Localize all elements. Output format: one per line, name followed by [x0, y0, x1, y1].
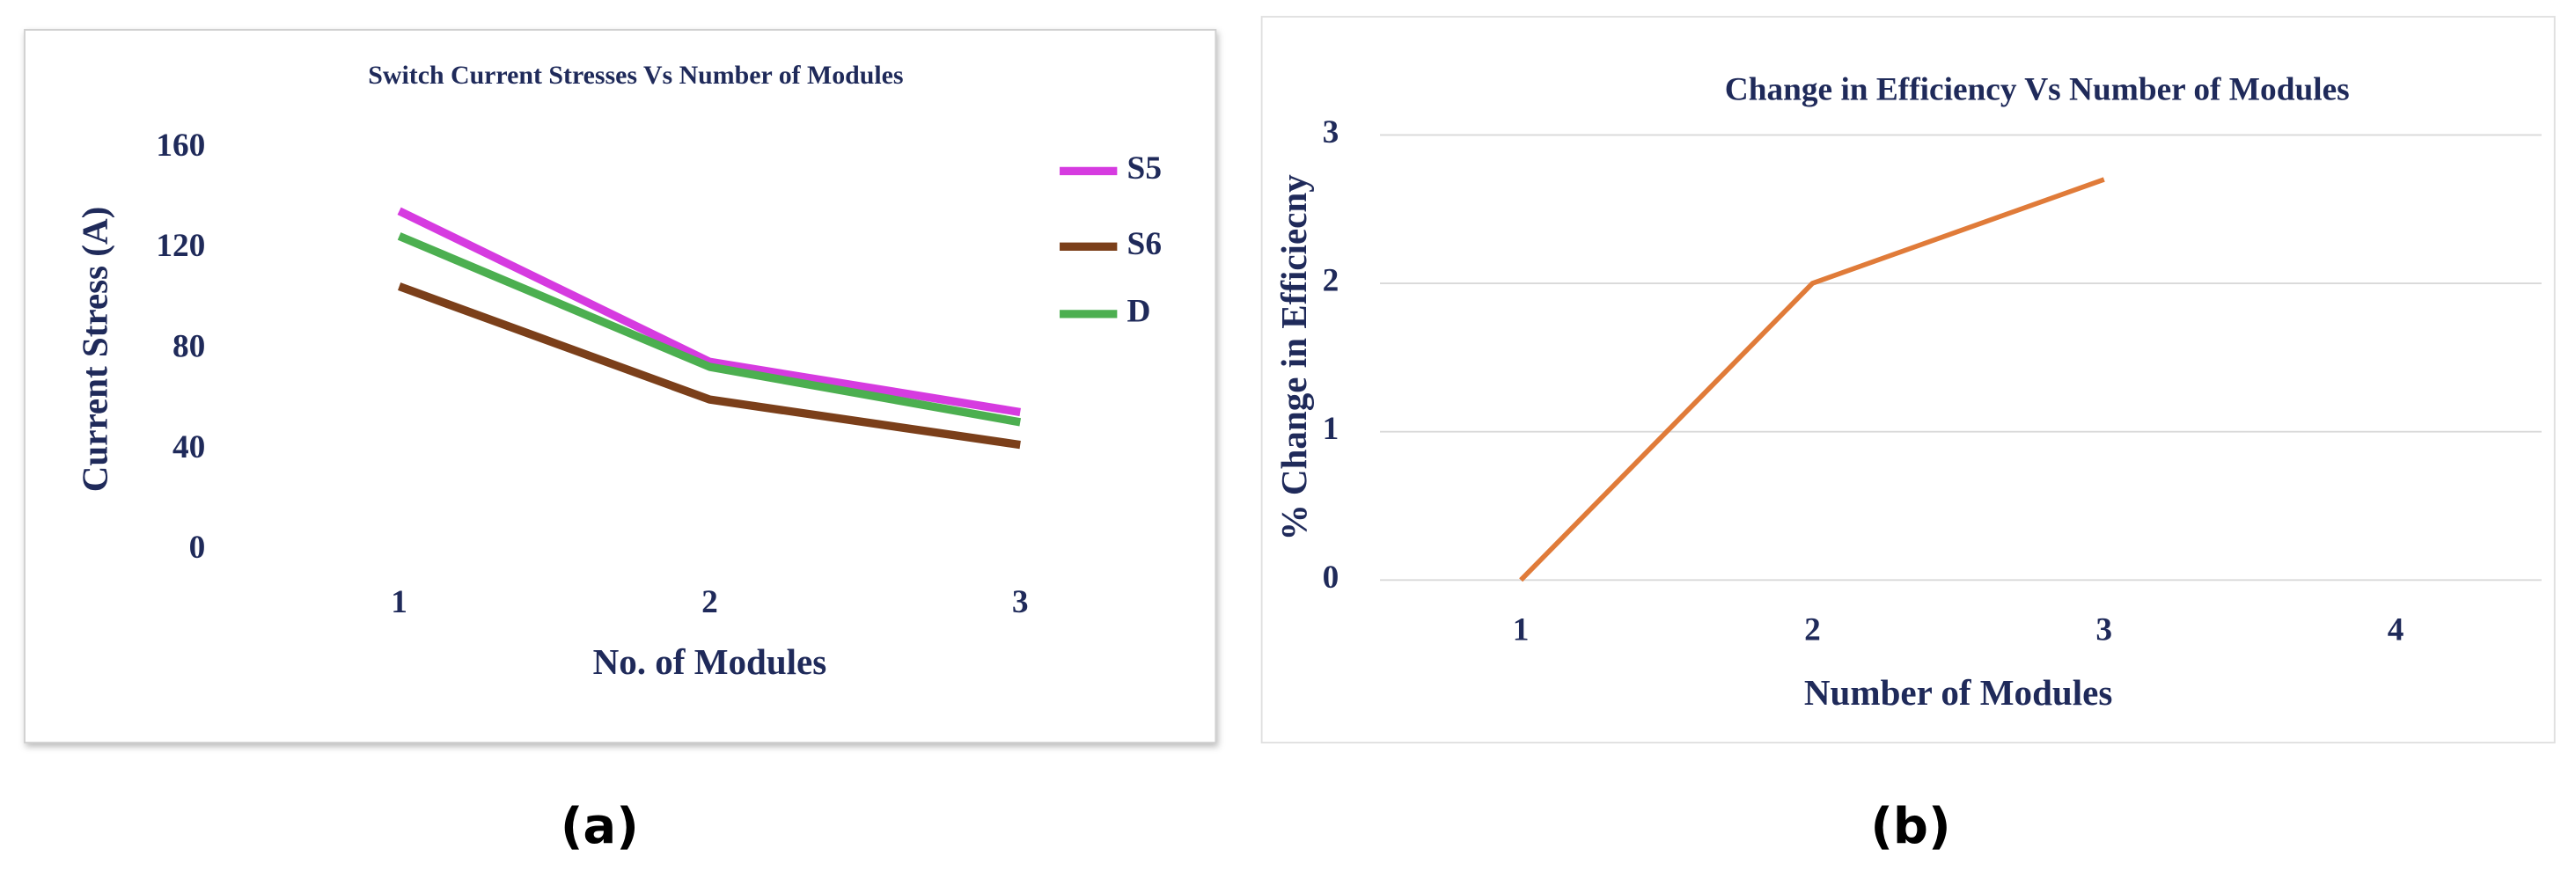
chart-title: Switch Current Stresses Vs Number of Mod… [368, 61, 903, 90]
y-tick-label: 80 [172, 329, 205, 365]
legend-label: S6 [1127, 226, 1162, 262]
data-line [398, 282, 1021, 450]
y-tick-label: 0 [1323, 560, 1339, 596]
x-tick-label: 3 [2095, 612, 2112, 648]
panel-a [24, 28, 1217, 744]
x-axis-label: No. of Modules [593, 641, 827, 682]
y-tick-label: 120 [156, 228, 205, 264]
legend-label: D [1127, 293, 1151, 329]
y-tick-label: 1 [1323, 411, 1339, 447]
y-tick-label: 40 [172, 429, 205, 465]
data-line [397, 232, 1022, 427]
x-tick-label: 2 [1804, 612, 1821, 648]
data-line [397, 207, 1021, 417]
panel-b [1260, 16, 2556, 744]
x-axis-label: Number of Modules [1804, 672, 2112, 713]
caption: (b) [1870, 798, 1950, 855]
y-tick-label: 0 [189, 530, 206, 566]
caption: (a) [561, 798, 639, 855]
x-tick-label: 1 [391, 584, 407, 620]
y-axis-label: % Change in Efficiecny [1273, 174, 1314, 541]
y-tick-label: 2 [1323, 263, 1339, 299]
y-axis-label: Current Stress (A) [74, 207, 114, 493]
x-tick-label: 1 [1513, 612, 1530, 648]
x-tick-label: 2 [701, 584, 718, 620]
x-tick-label: 3 [1012, 584, 1029, 620]
y-tick-label: 160 [156, 128, 205, 164]
data-line [1519, 177, 2105, 582]
legend-label: S5 [1127, 150, 1162, 187]
y-tick-label: 3 [1323, 114, 1339, 150]
x-tick-label: 4 [2388, 612, 2404, 648]
chart-title: Change in Efficiency Vs Number of Module… [1725, 71, 2350, 107]
